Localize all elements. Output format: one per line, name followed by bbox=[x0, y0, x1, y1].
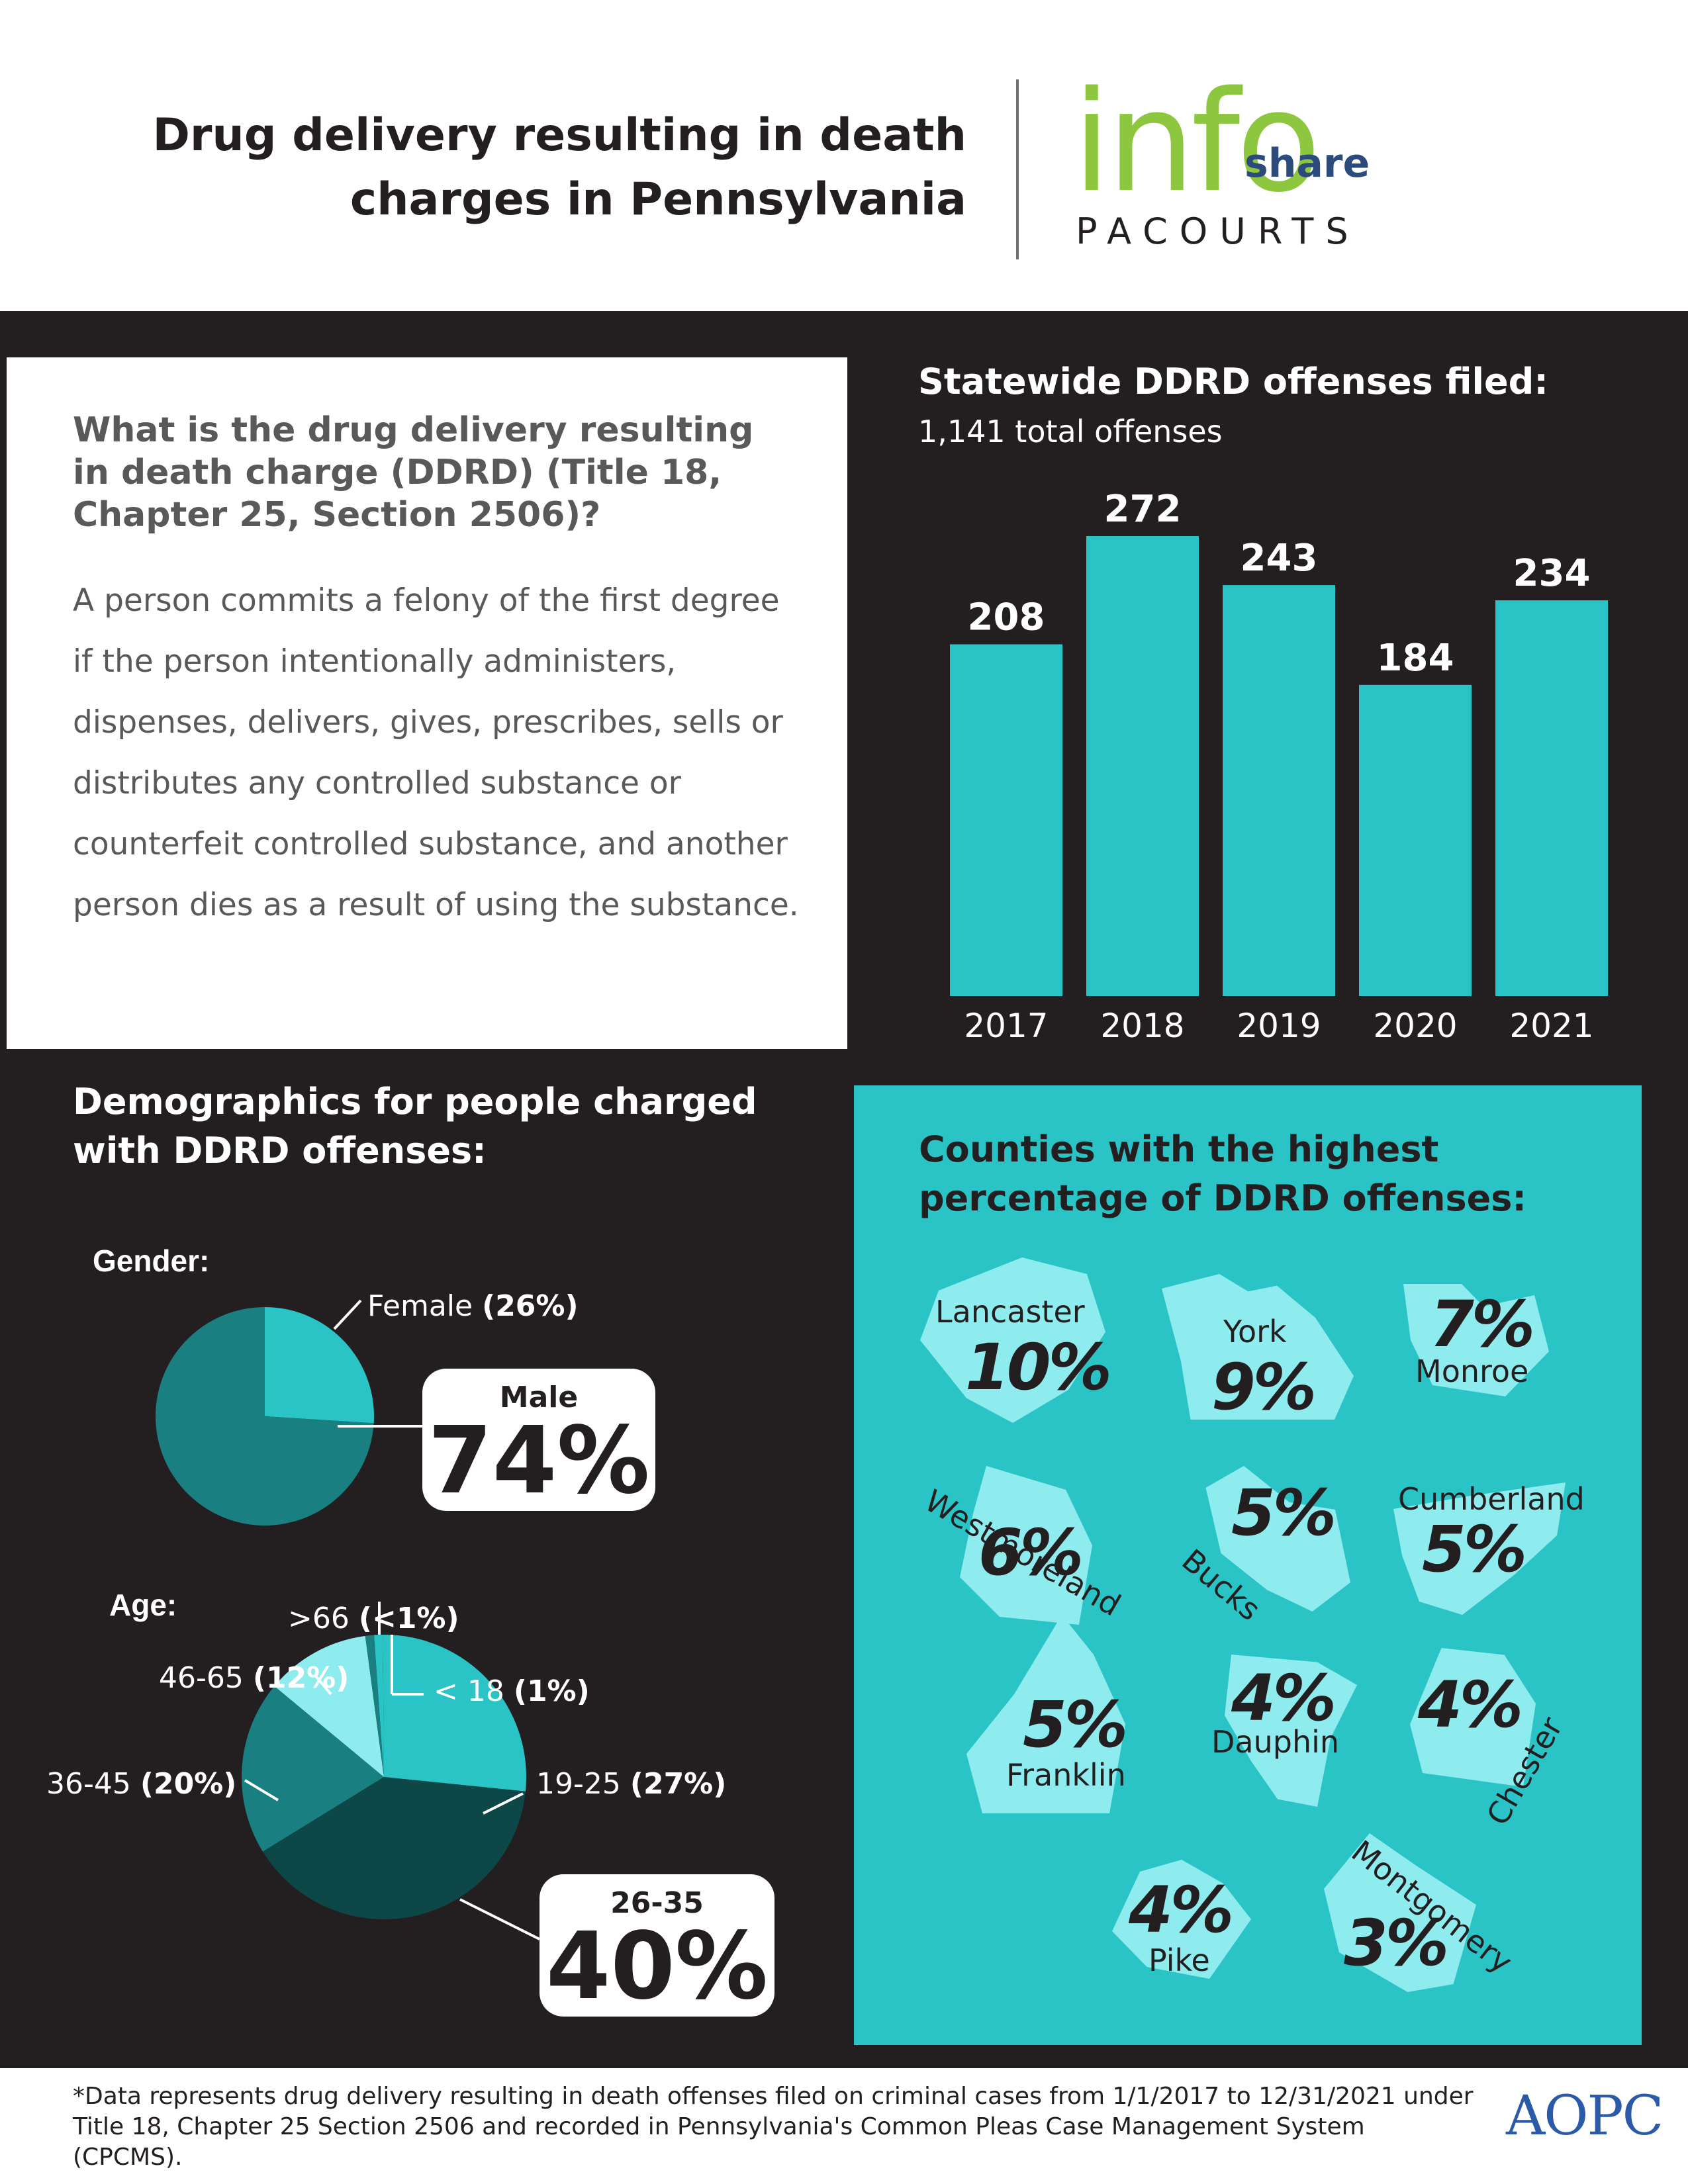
pie-slice-male bbox=[156, 1307, 374, 1525]
age-46-65-leader-line bbox=[313, 1673, 332, 1696]
bar-2020 bbox=[1359, 684, 1472, 996]
bar-2018 bbox=[1086, 536, 1199, 996]
pie-slice-66 bbox=[365, 1635, 384, 1777]
pie-slice-19-25 bbox=[383, 1635, 526, 1792]
age-26-35-callout-category: 26-35 bbox=[610, 1886, 704, 1920]
county-name-dauphin: Dauphin bbox=[1211, 1724, 1340, 1760]
logo-pacourts-text: PACOURTS bbox=[1076, 210, 1360, 252]
county-pct-dauphin: 4% bbox=[1231, 1661, 1336, 1735]
bar-value-label-2020: 184 bbox=[1377, 637, 1454, 680]
bar-chart-title: Statewide DDRD offenses filed: bbox=[918, 361, 1548, 402]
definition-body: A person commits a felony of the first d… bbox=[73, 582, 799, 923]
county-pct-pike: 4% bbox=[1129, 1873, 1234, 1947]
county-pct-franklin: 5% bbox=[1023, 1688, 1128, 1762]
age-label-under-18: < 18 (1%) bbox=[434, 1674, 590, 1708]
county-name-pike: Pike bbox=[1149, 1942, 1210, 1978]
bar-value-label-2018: 272 bbox=[1104, 488, 1182, 531]
pie-slice-female bbox=[265, 1307, 375, 1424]
footnote: *Data represents drug delivery resulting… bbox=[73, 2083, 1474, 2171]
bar-2017 bbox=[950, 644, 1062, 996]
page-title-line1: Drug delivery resulting in death bbox=[152, 109, 966, 161]
county-name-cumberland: Cumberland bbox=[1398, 1481, 1585, 1517]
gender-label: Gender: bbox=[93, 1244, 210, 1278]
header-divider bbox=[1016, 79, 1019, 259]
definition-box bbox=[7, 357, 847, 1049]
age-label-46-65: 46-65 (12%) bbox=[159, 1661, 349, 1695]
bar-value-label-2017: 208 bbox=[968, 596, 1045, 639]
male-callout-value: 74% bbox=[428, 1407, 649, 1515]
x-tick-label-2018: 2018 bbox=[1100, 1007, 1184, 1045]
definition-question: What is the drug delivery resulting in d… bbox=[73, 410, 754, 535]
pie-slice-36-45 bbox=[242, 1686, 384, 1852]
demographics-title: Demographics for people charged with DDR… bbox=[73, 1081, 757, 1171]
county-pct-westmoreland: 6% bbox=[978, 1516, 1084, 1590]
age-19-25-leader-line bbox=[483, 1792, 524, 1815]
county-pct-lancaster: 10% bbox=[965, 1330, 1112, 1404]
bar-2021 bbox=[1495, 600, 1608, 996]
county-pct-monroe: 7% bbox=[1430, 1287, 1535, 1361]
county-name-york: York bbox=[1223, 1314, 1287, 1349]
age-label-over-66: >66 (<1%) bbox=[288, 1602, 459, 1635]
bar-chart: 208 2017 272 2018 243 2019 184 2020 234 2021 bbox=[950, 488, 1608, 1045]
female-leader-line bbox=[333, 1299, 362, 1330]
age-label-19-25: 19-25 (27%) bbox=[536, 1767, 726, 1801]
county-pct-york: 9% bbox=[1211, 1350, 1317, 1424]
age-label-36-45: 36-45 (20%) bbox=[46, 1767, 236, 1801]
county-name-franklin: Franklin bbox=[1006, 1757, 1126, 1793]
x-tick-label-2017: 2017 bbox=[964, 1007, 1048, 1045]
county-pct-cumberland: 5% bbox=[1422, 1512, 1527, 1586]
county-name-monroe: Monroe bbox=[1415, 1353, 1529, 1389]
header: Drug delivery resulting in death charges… bbox=[0, 0, 1688, 311]
county-name-lancaster: Lancaster bbox=[935, 1294, 1085, 1330]
x-tick-label-2021: 2021 bbox=[1509, 1007, 1593, 1045]
pie-slice-18 bbox=[374, 1635, 384, 1777]
bar-value-label-2021: 234 bbox=[1513, 552, 1591, 595]
age-26-35-callout-value: 40% bbox=[546, 1913, 768, 2021]
logo-share-text: share bbox=[1244, 140, 1370, 187]
x-tick-label-2020: 2020 bbox=[1373, 1007, 1457, 1045]
bar-value-label-2019: 243 bbox=[1241, 537, 1318, 580]
county-pct-bucks: 5% bbox=[1231, 1476, 1336, 1550]
counties-title: Counties with the highest percentage of … bbox=[919, 1128, 1526, 1219]
male-callout-category: Male bbox=[500, 1381, 578, 1414]
aopc-logo: AOPC bbox=[1506, 2085, 1664, 2148]
bar-chart-subtitle: 1,141 total offenses bbox=[918, 414, 1223, 449]
bar-2019 bbox=[1223, 585, 1335, 996]
county-pct-montgomery: 3% bbox=[1344, 1906, 1449, 1980]
age-36-45-leader-line bbox=[244, 1779, 279, 1801]
page-title-line2: charges in Pennsylvania bbox=[350, 173, 966, 226]
pie-slice-26-35 bbox=[262, 1777, 526, 1919]
age-label: Age: bbox=[109, 1588, 177, 1622]
x-tick-label-2019: 2019 bbox=[1237, 1007, 1321, 1045]
age-26-35-leader-line bbox=[459, 1898, 540, 1940]
age-pie-chart: >66 (<1%) < 18 (1%) 46-65 (12%) 36-45 (20%)… bbox=[46, 1602, 774, 2021]
logo-info-text: info bbox=[1072, 61, 1321, 223]
footer bbox=[0, 2068, 1688, 2184]
pie-slice-46-65 bbox=[274, 1635, 384, 1777]
female-label: Female (26%) bbox=[367, 1289, 579, 1323]
county-pct-chester: 4% bbox=[1418, 1668, 1523, 1742]
